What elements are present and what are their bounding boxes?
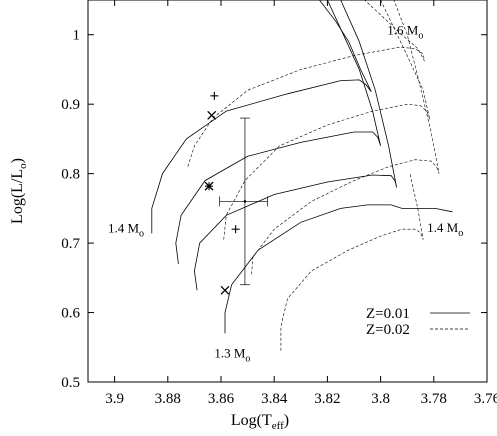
- legend-label-z001: Z=0.01: [366, 306, 410, 322]
- y-tick-label: 0.6: [61, 306, 80, 322]
- x-tick-label: 3.86: [208, 391, 235, 407]
- model-markers: [204, 91, 240, 295]
- track-dashed-4: [187, 0, 425, 167]
- y-axis-label: Log(L/Lo): [9, 158, 29, 224]
- legend: Z=0.01 Z=0.02: [366, 306, 470, 338]
- x-tick-label: 3.76: [474, 391, 497, 407]
- mass-annotations: 1.6 Mo 1.4 Mo 1.4 Mo 1.3 Mo: [108, 23, 463, 365]
- plus-marker: [210, 91, 219, 100]
- mass-label: 1.6 Mo: [387, 23, 423, 42]
- y-tick-label: 0.5: [61, 375, 80, 391]
- mass-label: 1.3 Mo: [214, 346, 250, 365]
- tick-labels: 3.9 3.88 3.86 3.84 3.82 3.8 3.78 3.76 0.5 0.6 0.7 0…: [61, 28, 497, 407]
- y-tick-label: 0.8: [61, 167, 80, 183]
- obs-point: [243, 200, 247, 203]
- y-tick-label: 1: [73, 28, 81, 44]
- mass-label: 1.4 Mo: [108, 221, 144, 240]
- x-tick-label: 3.8: [371, 391, 390, 407]
- track-dashed-6: [251, 0, 440, 275]
- plus-marker: [205, 182, 214, 191]
- track-solid-1: [175, 0, 381, 264]
- evolutionary-tracks: [151, 0, 453, 351]
- x-tick-label: 3.88: [155, 391, 181, 407]
- x-axis-label: Log(Teff): [231, 412, 289, 432]
- plus-marker: [231, 225, 240, 234]
- legend-label-z002: Z=0.02: [366, 322, 410, 338]
- axis-ticks: [88, 0, 488, 383]
- y-tick-label: 0.7: [61, 236, 80, 252]
- track-solid-2: [193, 0, 397, 291]
- y-tick-label: 0.9: [61, 97, 80, 113]
- track-dashed-5: [223, 0, 431, 240]
- track-solid-3: [224, 204, 453, 334]
- track-solid-0: [151, 0, 372, 234]
- cross-marker: [207, 110, 217, 120]
- x-tick-label: 3.9: [105, 391, 124, 407]
- plot-frame: [87, 0, 488, 383]
- observation-errorbar: [219, 117, 268, 286]
- x-tick-label: 3.78: [421, 391, 447, 407]
- mass-label: 1.4 Mo: [427, 220, 463, 239]
- track-dashed-7: [280, 173, 424, 351]
- x-tick-label: 3.82: [314, 391, 340, 407]
- x-tick-label: 3.84: [261, 391, 288, 407]
- cross-marker: [220, 285, 230, 295]
